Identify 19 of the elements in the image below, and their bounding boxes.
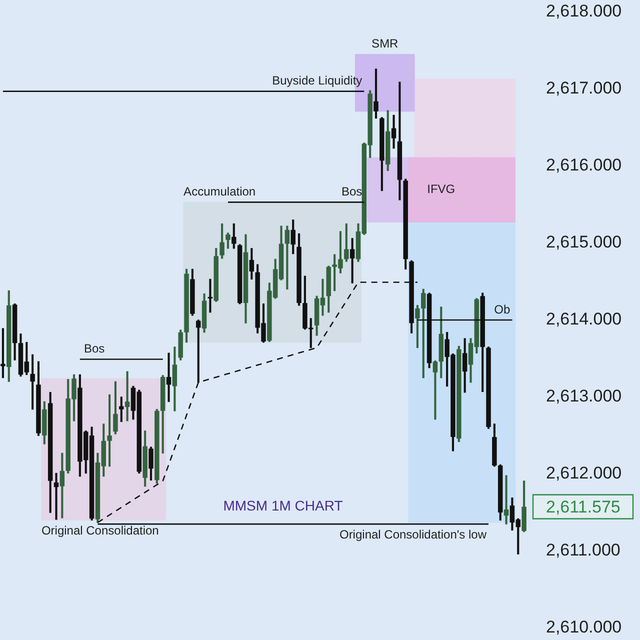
series-label: Buyside Liquidity: [272, 74, 362, 88]
text: 2,611.575: [546, 497, 620, 516]
y-tick-label: 2,615.000: [546, 232, 622, 252]
series-label: SMR: [372, 36, 399, 51]
y-tick-label: 2,612.000: [546, 464, 622, 483]
series-label: Bos: [84, 342, 105, 356]
y-tick-label: 2,611.000: [546, 540, 620, 560]
series-label: IFVG: [427, 182, 456, 196]
y-tick-label: 2,610.000: [546, 618, 622, 637]
y-tick-label: 2,618.000: [546, 2, 622, 21]
series-label: Accumulation: [184, 184, 256, 199]
y-tick-label: 2,616.000: [546, 156, 622, 175]
series-label: Bos: [341, 184, 362, 199]
series-label: Original Consolidation's low: [339, 527, 487, 542]
y-tick-label: 2,614.000: [546, 310, 622, 329]
text: MMSM 1M CHART: [223, 498, 344, 514]
series-label: Original Consolidation: [41, 524, 159, 538]
y-tick-label: 2,613.000: [546, 386, 622, 406]
y-tick-label: 2,617.000: [546, 78, 622, 98]
